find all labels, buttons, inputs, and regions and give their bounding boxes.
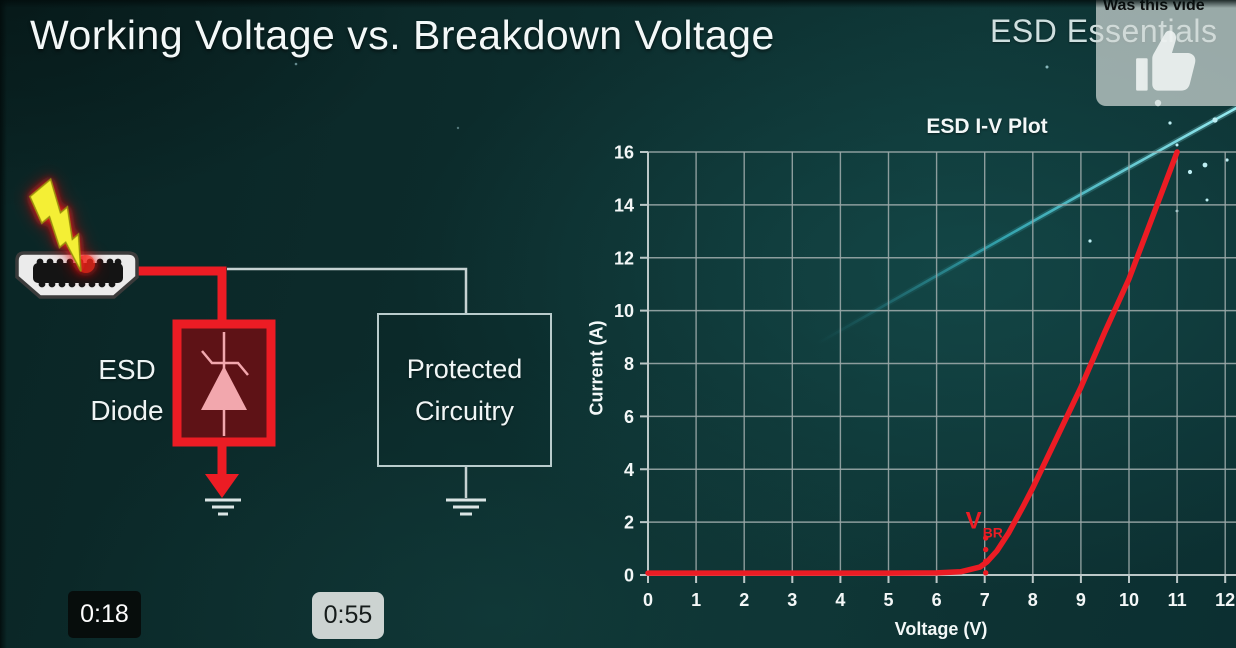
x-tick-label: 5 xyxy=(883,590,893,610)
timestamp-badge-dark: 0:18 xyxy=(68,591,141,638)
esd-protection-diagram xyxy=(15,177,486,516)
esd-diode-label: ESD Diode xyxy=(72,349,182,431)
x-tick-label: 0 xyxy=(643,590,653,610)
ground-symbol xyxy=(446,498,486,516)
protected-circuitry-box: Protected Circuitry xyxy=(377,313,552,467)
y-tick-label: 2 xyxy=(624,513,634,533)
feedback-question: Was this vide xyxy=(1103,0,1205,14)
vbr-dotted-line-dot xyxy=(983,546,989,553)
y-tick-label: 12 xyxy=(614,248,634,268)
x-axis-label: Voltage (V) xyxy=(894,619,988,639)
x-tick-label: 7 xyxy=(980,590,990,610)
protected-box-line2: Circuitry xyxy=(415,396,514,426)
x-tick-label: 6 xyxy=(932,590,942,610)
discharge-arrow xyxy=(205,442,239,498)
y-tick-label: 4 xyxy=(624,460,634,480)
page-title: Working Voltage vs. Breakdown Voltage xyxy=(30,12,775,58)
light-streak xyxy=(814,106,1236,347)
x-tick-label: 10 xyxy=(1119,590,1139,610)
lightning-bolt-icon xyxy=(29,177,82,272)
y-axis-label: Current (A) xyxy=(586,320,607,416)
vbr-label: V xyxy=(966,508,982,535)
hdmi-connector-icon xyxy=(15,251,139,299)
x-tick-label: 1 xyxy=(691,590,701,610)
vbr-dotted-line-dot xyxy=(983,535,989,541)
vbr-dotted-line-dot xyxy=(983,558,989,564)
esd-diode-label-line2: Diode xyxy=(90,395,164,426)
x-tick-label: 9 xyxy=(1076,590,1086,610)
x-tick-label: 12 xyxy=(1215,590,1235,610)
esd-strike-wire xyxy=(138,266,227,323)
esd-diode-component xyxy=(172,319,276,447)
zener-diode-symbol xyxy=(201,350,249,376)
chart-title: ESD I-V Plot xyxy=(926,115,1048,138)
y-tick-label: 10 xyxy=(614,301,634,321)
y-tick-label: 14 xyxy=(614,195,634,215)
x-tick-label: 11 xyxy=(1168,590,1187,610)
ground-symbol xyxy=(205,498,241,516)
y-tick-label: 0 xyxy=(624,566,634,586)
x-tick-label: 2 xyxy=(739,590,749,610)
iv-curve xyxy=(645,149,1180,576)
thumbs-up-icon[interactable] xyxy=(1128,27,1202,101)
x-tick-label: 3 xyxy=(787,590,797,610)
x-tick-label: 4 xyxy=(835,590,845,610)
y-tick-label: 16 xyxy=(614,143,634,163)
vbr-dotted-line-dot xyxy=(983,570,989,576)
x-tick-label: 8 xyxy=(1028,590,1038,610)
esd-diode-label-line1: ESD xyxy=(98,354,156,385)
protected-box-line1: Protected xyxy=(406,354,523,384)
y-tick-label: 6 xyxy=(624,407,634,427)
y-tick-label: 8 xyxy=(624,354,634,374)
signal-wire xyxy=(227,267,468,313)
timestamp-badge-light: 0:55 xyxy=(312,592,384,639)
